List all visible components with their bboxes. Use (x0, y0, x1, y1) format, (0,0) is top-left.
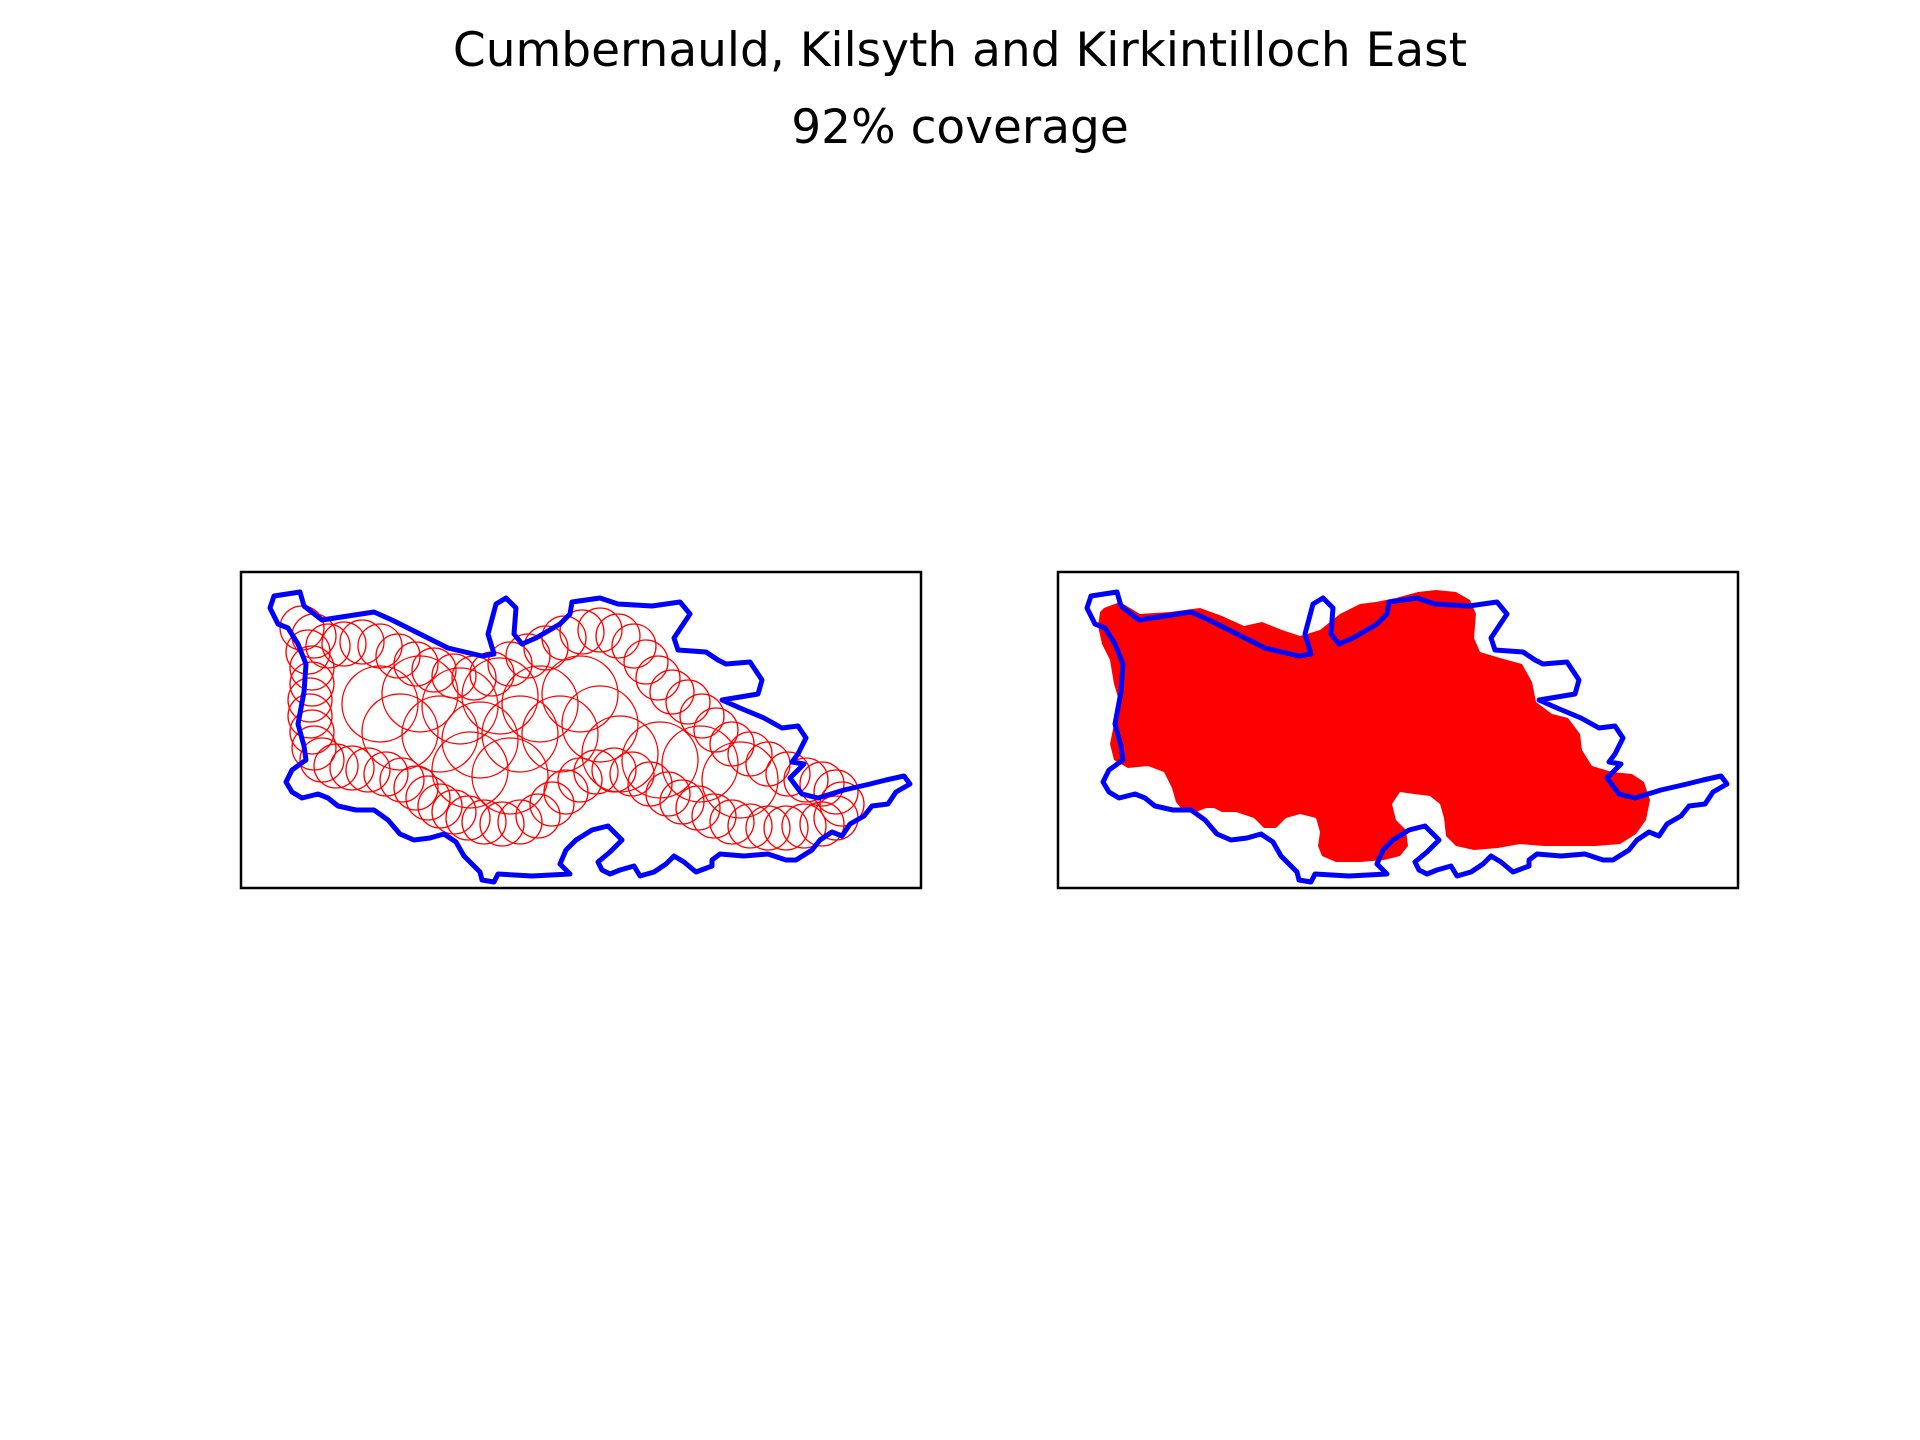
coverage-circle (701, 741, 779, 819)
coverage-circle (763, 805, 809, 851)
coverage-circle (819, 781, 865, 827)
coverage-circle (799, 801, 845, 847)
coverage-circle (595, 613, 641, 659)
coverage-circle (783, 757, 829, 803)
coverage-circle (393, 641, 439, 687)
coverage-circle (665, 679, 711, 725)
coverage-circle (461, 657, 539, 735)
coverage-circle (289, 661, 335, 707)
coverage-circle (287, 677, 333, 723)
coverage-circle (299, 737, 345, 783)
coverage-circle (345, 747, 391, 793)
coverage-circle (727, 803, 773, 849)
coverage-circle (479, 801, 525, 847)
coverage-circle (289, 709, 335, 755)
coverage-circle (291, 725, 337, 771)
coverage-circle (709, 799, 755, 845)
coverage-circle (609, 751, 655, 797)
coverage-circle (381, 655, 459, 733)
coverage-circle (285, 629, 331, 675)
coverage-circle (341, 665, 419, 743)
coverage-circle (813, 769, 859, 815)
coverage-circle (661, 725, 739, 803)
coverage-circle (679, 693, 725, 739)
coverage-circle (445, 795, 491, 841)
coverage-circle (321, 621, 367, 667)
coverage-circle (287, 693, 333, 739)
coverage-circle (635, 655, 681, 701)
chart-subtitle: 92% coverage (791, 100, 1129, 155)
coverage-circle (693, 707, 739, 753)
coverage-circle (577, 607, 623, 653)
coverage-fill (1098, 590, 1650, 862)
coverage-circle (691, 793, 737, 839)
coverage-circle (611, 623, 657, 669)
chart-title: Cumbernauld, Kilsyth and Kirkintilloch E… (452, 23, 1468, 78)
coverage-circle (649, 669, 695, 715)
coverage-circle (781, 803, 827, 849)
coverage-circle (541, 655, 619, 733)
coverage-circle (505, 633, 551, 679)
coverage-circle (329, 745, 375, 791)
coverage-circle (441, 701, 519, 779)
coverage-circle (405, 775, 451, 821)
coverage-circle (621, 721, 699, 799)
coverage-circle (501, 665, 579, 743)
coverage-circle (289, 645, 335, 691)
coverage-circle (529, 781, 575, 827)
coverage-circle (581, 715, 659, 793)
coverage-circle (431, 731, 509, 809)
coverage-circle (623, 639, 669, 685)
coverage-circle (361, 693, 439, 771)
coverage-circle (339, 619, 385, 665)
coverage-circle (487, 641, 533, 687)
coverage-circle (799, 761, 845, 807)
coverage-circle (765, 751, 811, 797)
coverage-circle (363, 751, 409, 797)
coverage-circle (521, 695, 599, 773)
coverage-circle (431, 789, 477, 835)
coverage-circle (561, 685, 639, 763)
coverage-circle (417, 783, 463, 829)
coverage-circle (401, 695, 479, 773)
coverage-circle (471, 737, 549, 815)
coverage-circle (559, 609, 605, 655)
panel-circles (239, 570, 923, 890)
panel-filled (1056, 570, 1740, 890)
coverage-circle (497, 799, 543, 845)
coverage-circle (411, 647, 457, 693)
coverage-circle (461, 799, 507, 845)
coverage-circle (557, 757, 603, 803)
coverage-circle (515, 793, 561, 839)
